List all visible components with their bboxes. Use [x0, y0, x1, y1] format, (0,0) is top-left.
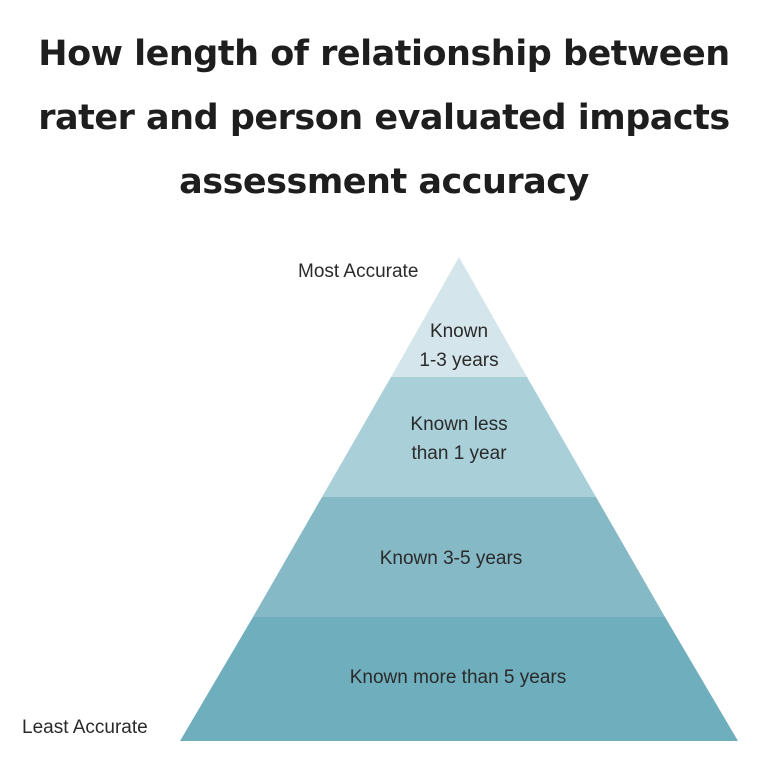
least-accurate-label: Least Accurate [22, 717, 148, 738]
title-line-1: How length of relationship between [38, 34, 730, 74]
tier-2-label-line-2: than 1 year [411, 443, 507, 464]
tier-3-band [253, 497, 665, 617]
tier-1-label-line-2: 1-3 years [419, 350, 498, 371]
title-line-3: assessment accuracy [179, 162, 589, 202]
diagram-title: How length of relationship between rater… [0, 22, 768, 214]
tier-4-label: Known more than 5 years [350, 667, 567, 688]
tier-3-label: Known 3-5 years [380, 548, 523, 569]
tier-1-band [391, 257, 527, 377]
title-line-2: rater and person evaluated impacts [38, 98, 730, 138]
most-accurate-label: Most Accurate [298, 261, 418, 282]
tier-2-label-line-1: Known less [410, 414, 507, 435]
tier-1-label-line-1: Known [430, 321, 488, 342]
tier-4-band [180, 617, 738, 741]
tier-2-band [322, 377, 596, 497]
